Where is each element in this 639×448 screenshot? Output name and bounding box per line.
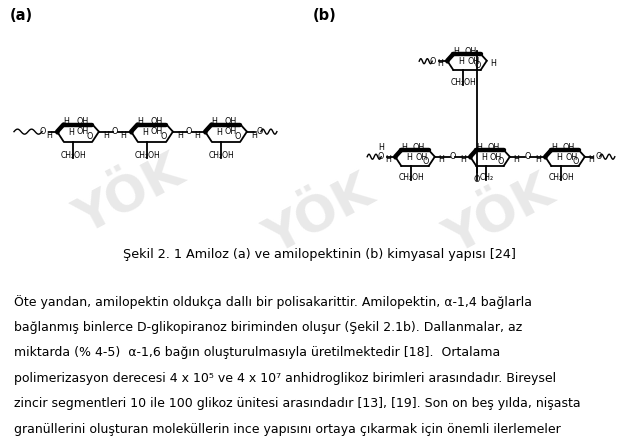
- Text: OH: OH: [415, 153, 427, 162]
- Text: H: H: [401, 143, 407, 152]
- Text: OH: OH: [150, 127, 162, 136]
- Text: O: O: [161, 132, 167, 141]
- Text: polimerizasyon derecesi 4 x 10⁵ ve 4 x 10⁷ anhidroglikoz birimleri arasındadır. : polimerizasyon derecesi 4 x 10⁵ ve 4 x 1…: [14, 371, 556, 384]
- Text: OH: OH: [77, 116, 89, 125]
- Text: H: H: [63, 116, 69, 125]
- Text: miktarda (% 4-5)  α-1,6 bağın oluşturulmasıyla üretilmektedir [18].  Ortalama: miktarda (% 4-5) α-1,6 bağın oluşturulma…: [14, 346, 500, 359]
- Text: YÖK: YÖK: [438, 167, 562, 263]
- Text: H: H: [378, 143, 384, 152]
- Text: H: H: [406, 153, 413, 162]
- Text: bağlanmış binlerce D-glikopiranoz biriminden oluşur (Şekil 2.1b). Dallanmalar, a: bağlanmış binlerce D-glikopiranoz birimi…: [14, 320, 522, 333]
- Text: O: O: [257, 127, 263, 136]
- Text: (a): (a): [10, 8, 33, 23]
- Text: O: O: [112, 127, 118, 136]
- Text: H: H: [68, 128, 74, 137]
- Text: OH: OH: [224, 116, 236, 125]
- Text: H: H: [459, 57, 465, 66]
- Text: O: O: [525, 152, 530, 161]
- Text: O: O: [430, 57, 436, 66]
- Text: H: H: [476, 143, 482, 152]
- Text: O: O: [378, 152, 384, 161]
- Text: zincir segmentleri 10 ile 100 glikoz ünitesi arasındadır [13], [19]. Son on beş : zincir segmentleri 10 ile 100 glikoz üni…: [14, 397, 581, 410]
- Text: (b): (b): [313, 8, 337, 23]
- Text: CH₂OH: CH₂OH: [61, 151, 86, 159]
- Text: O: O: [596, 152, 602, 161]
- Text: H: H: [551, 143, 557, 152]
- Text: CH₂OH: CH₂OH: [135, 151, 160, 159]
- Text: O: O: [40, 127, 46, 136]
- Text: CH₂OH: CH₂OH: [399, 173, 424, 182]
- Text: YÖK: YÖK: [258, 167, 382, 263]
- Text: O: O: [573, 157, 579, 166]
- Text: O: O: [235, 132, 242, 141]
- Text: OH: OH: [224, 127, 236, 136]
- Text: H: H: [535, 155, 541, 164]
- Text: CH₂OH: CH₂OH: [548, 173, 574, 182]
- Text: CH₂OH: CH₂OH: [208, 151, 235, 159]
- Text: O: O: [186, 127, 192, 136]
- Text: OH: OH: [488, 143, 500, 152]
- Text: H: H: [137, 116, 142, 125]
- Text: H: H: [211, 116, 217, 125]
- Text: H: H: [251, 131, 257, 140]
- Text: CH₂OH: CH₂OH: [450, 78, 476, 87]
- Text: OH: OH: [413, 143, 425, 152]
- Text: OH: OH: [76, 127, 88, 136]
- Text: H: H: [216, 128, 222, 137]
- Text: H: H: [482, 153, 488, 162]
- Text: H: H: [513, 155, 519, 164]
- Text: H: H: [588, 155, 594, 164]
- Text: O: O: [475, 61, 481, 70]
- Text: O: O: [498, 157, 504, 166]
- Text: H: H: [453, 47, 459, 56]
- Text: H: H: [437, 59, 443, 68]
- Text: OH: OH: [465, 47, 477, 56]
- Text: O: O: [87, 132, 93, 141]
- Text: Şekil 2. 1 Amiloz (a) ve amilopektinin (b) kimyasal yapısı [24]: Şekil 2. 1 Amiloz (a) ve amilopektinin (…: [123, 248, 516, 261]
- Text: H: H: [142, 128, 148, 137]
- Text: H: H: [557, 153, 562, 162]
- Text: OH: OH: [562, 143, 574, 152]
- Text: H: H: [194, 131, 200, 140]
- Text: OH: OH: [467, 57, 479, 66]
- Text: OH: OH: [490, 153, 502, 162]
- Text: H: H: [460, 155, 466, 164]
- Text: OH: OH: [150, 116, 163, 125]
- Text: CH₂: CH₂: [479, 173, 493, 182]
- Text: O: O: [422, 157, 429, 166]
- Text: H: H: [120, 131, 126, 140]
- Text: H: H: [490, 59, 496, 68]
- Text: Öte yandan, amilopektin oldukça dallı bir polisakarittir. Amilopektin, α-1,4 bağ: Öte yandan, amilopektin oldukça dallı bi…: [14, 295, 532, 309]
- Text: H: H: [438, 155, 443, 164]
- Text: H: H: [177, 131, 183, 140]
- Text: H: H: [103, 131, 109, 140]
- Text: OH: OH: [565, 153, 577, 162]
- Text: granüllerini oluşturan moleküllerin ince yapısını ortaya çıkarmak için önemli il: granüllerini oluşturan moleküllerin ince…: [14, 422, 561, 435]
- Text: H: H: [385, 155, 391, 164]
- Text: O: O: [474, 175, 481, 184]
- Text: YÖK: YÖK: [68, 146, 192, 243]
- Text: H: H: [46, 131, 52, 140]
- Text: O: O: [449, 152, 456, 161]
